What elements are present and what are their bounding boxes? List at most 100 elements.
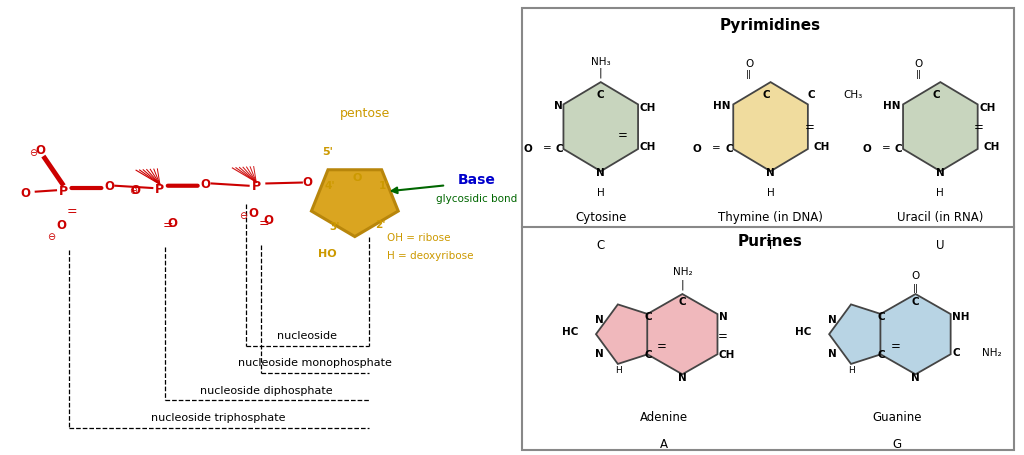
Text: O: O (523, 144, 531, 154)
Text: O: O (911, 271, 920, 281)
Text: =: = (259, 216, 269, 229)
Text: H: H (767, 187, 774, 197)
Polygon shape (647, 294, 718, 374)
Text: O: O (104, 180, 115, 193)
Text: O: O (862, 144, 871, 154)
Text: N: N (828, 348, 837, 358)
Text: HN: HN (714, 101, 731, 111)
Text: =: = (718, 330, 728, 343)
Text: O: O (914, 59, 923, 69)
Text: Purines: Purines (738, 234, 803, 248)
Text: nucleoside triphosphate: nucleoside triphosphate (152, 412, 286, 422)
Text: Base: Base (458, 173, 496, 187)
Text: N: N (766, 168, 775, 178)
Text: N: N (595, 314, 604, 324)
Text: ||: || (915, 71, 922, 79)
Polygon shape (829, 305, 887, 364)
Text: N: N (911, 373, 920, 383)
Text: =: = (713, 143, 721, 153)
Text: N: N (828, 314, 837, 324)
Text: C: C (644, 311, 652, 321)
Text: OH = ribose: OH = ribose (387, 232, 451, 242)
Text: O: O (744, 59, 753, 69)
Text: N: N (678, 373, 687, 383)
Text: =: = (890, 339, 900, 352)
Text: C: C (597, 90, 604, 100)
Text: =: = (805, 121, 814, 134)
Text: C: C (597, 238, 605, 251)
Polygon shape (903, 83, 978, 172)
Text: O: O (168, 216, 177, 229)
Text: N: N (595, 348, 604, 358)
Text: O: O (693, 144, 701, 154)
Text: C: C (763, 90, 770, 100)
Text: nucleoside diphosphate: nucleoside diphosphate (201, 385, 333, 395)
Text: C: C (952, 348, 959, 358)
Text: A: A (660, 437, 668, 450)
Text: Adenine: Adenine (640, 410, 688, 423)
Text: =: = (882, 143, 891, 153)
Text: C: C (878, 311, 885, 321)
Text: CH: CH (814, 142, 830, 152)
Text: H = deoxyribose: H = deoxyribose (387, 251, 473, 260)
Text: C: C (555, 144, 563, 154)
Text: CH₃: CH₃ (844, 90, 863, 100)
Text: CH: CH (640, 142, 656, 152)
Text: HC: HC (796, 327, 812, 337)
Text: =: = (617, 129, 628, 142)
Text: glycosidic bond: glycosidic bond (436, 193, 517, 203)
Text: N: N (719, 311, 728, 321)
Text: C: C (807, 90, 815, 100)
Text: NH₂: NH₂ (982, 348, 1002, 358)
Text: C: C (644, 349, 652, 359)
Text: Thymine (in DNA): Thymine (in DNA) (718, 211, 823, 224)
Text: |: | (599, 67, 602, 77)
Text: HC: HC (562, 327, 579, 337)
Text: |: | (681, 279, 684, 290)
Polygon shape (733, 83, 808, 172)
Text: nucleoside: nucleoside (278, 330, 337, 340)
Text: O: O (56, 218, 67, 232)
Text: C: C (679, 297, 686, 307)
Text: CH: CH (640, 103, 656, 113)
Text: CH: CH (719, 349, 735, 359)
Text: H: H (597, 187, 604, 197)
Text: O: O (131, 183, 140, 197)
Text: HN: HN (884, 101, 901, 111)
Text: H: H (848, 366, 855, 374)
Text: N: N (936, 168, 945, 178)
Text: C: C (725, 144, 732, 154)
Text: =: = (163, 218, 173, 232)
Text: =: = (67, 205, 77, 218)
Text: NH₃: NH₃ (591, 57, 610, 67)
Text: N: N (554, 101, 563, 111)
Text: CH: CH (983, 142, 999, 152)
Text: nucleoside monophosphate: nucleoside monophosphate (238, 358, 392, 368)
Text: NH₂: NH₂ (673, 266, 692, 276)
Text: HO: HO (318, 248, 337, 258)
Text: =: = (974, 121, 984, 134)
Text: pentose: pentose (340, 107, 390, 120)
Text: O: O (264, 214, 273, 227)
Text: 4': 4' (325, 181, 335, 191)
Text: O: O (302, 175, 312, 188)
Text: P: P (59, 184, 69, 197)
Text: C: C (878, 349, 885, 359)
Text: ||: || (912, 283, 919, 292)
Text: H: H (937, 187, 944, 197)
Text: ⊖: ⊖ (240, 211, 248, 221)
Text: Pyrimidines: Pyrimidines (720, 18, 821, 32)
Text: Uracil (in RNA): Uracil (in RNA) (897, 211, 984, 224)
Text: O: O (201, 177, 211, 191)
Polygon shape (881, 294, 950, 374)
Text: C: C (932, 90, 940, 100)
Text: ||: || (746, 71, 752, 79)
Text: N: N (596, 168, 605, 178)
Text: O: O (20, 187, 31, 200)
Text: CH: CH (979, 103, 995, 113)
Text: U: U (936, 238, 944, 251)
Text: =: = (657, 339, 667, 352)
Text: Cytosine: Cytosine (575, 211, 627, 224)
Text: ⊖: ⊖ (129, 186, 137, 196)
Text: NH: NH (952, 311, 970, 321)
